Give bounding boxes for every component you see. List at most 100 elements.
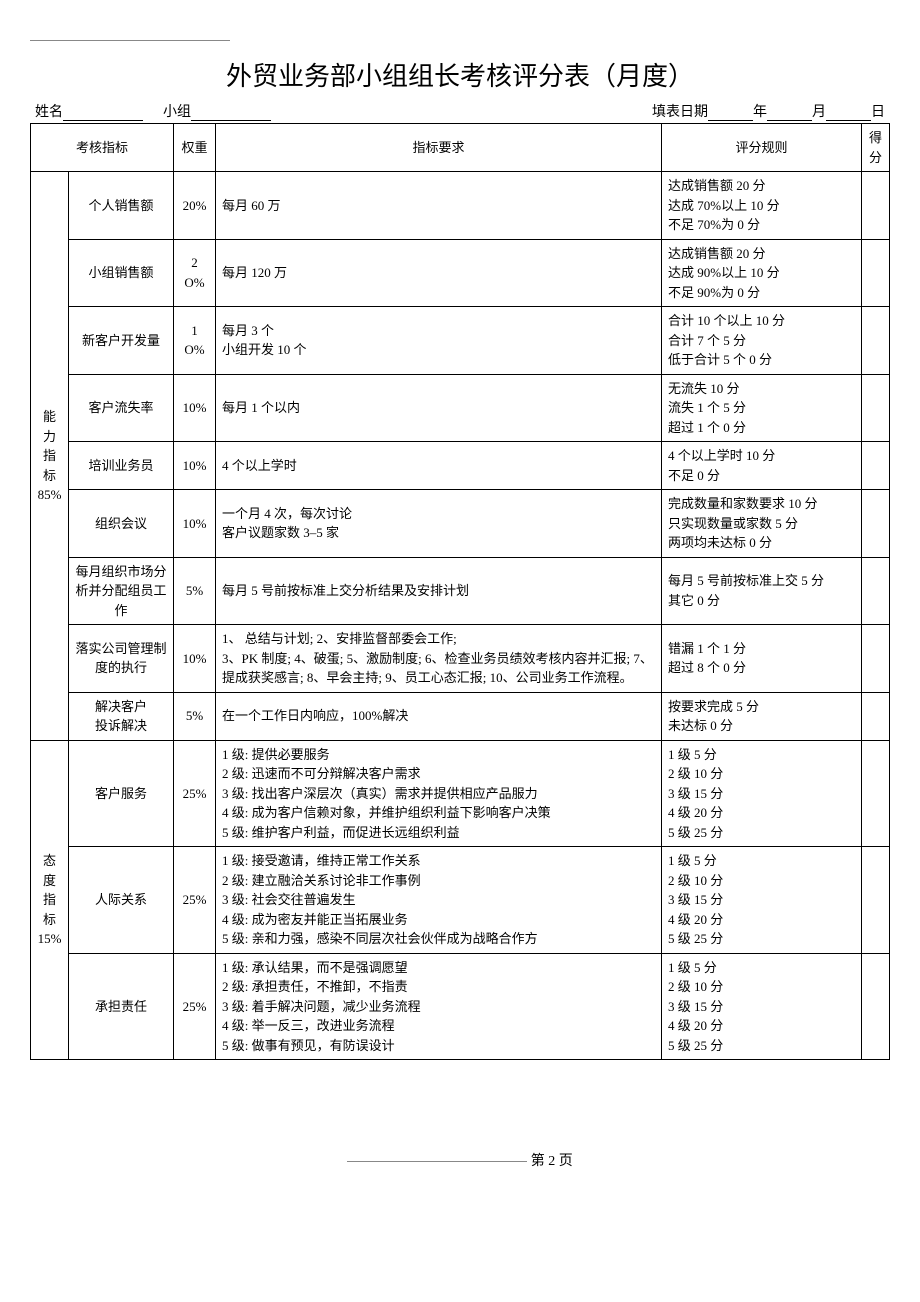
indicator-cell: 组织会议 [69,490,174,558]
requirement-cell: 1 级: 承认结果，而不是强调愿望2 级: 承担责任，不推卸，不指责3 级: 着… [216,953,662,1060]
requirement-cell: 1 级: 提供必要服务2 级: 迅速而不可分辩解决客户需求3 级: 找出客户深层… [216,740,662,847]
weight-cell: 25% [174,953,216,1060]
day-label: 日 [871,101,885,121]
rule-cell: 按要求完成 5 分未达标 0 分 [662,692,862,740]
weight-cell: 10% [174,490,216,558]
indicator-cell: 客户服务 [69,740,174,847]
rule-cell: 1 级 5 分2 级 10 分3 级 15 分4 级 20 分5 级 25 分 [662,740,862,847]
col-indicator: 考核指标 [31,124,174,172]
page-title: 外贸业务部小组组长考核评分表（月度） [30,56,890,93]
weight-cell: 5% [174,557,216,625]
name-label: 姓名 [35,101,63,121]
table-row: 每月组织市场分析并分配组员工作5%每月 5 号前按标准上交分析结果及安排计划每月… [31,557,890,625]
rule-cell: 达成销售额 20 分达成 70%以上 10 分不足 70%为 0 分 [662,172,862,240]
requirement-cell: 一个月 4 次，每次讨论客户议题家数 3–5 家 [216,490,662,558]
weight-cell: 1 O% [174,307,216,375]
day-field[interactable] [826,102,871,121]
col-requirement: 指标要求 [216,124,662,172]
category-cell: 能力指标85% [31,172,69,741]
table-row: 解决客户投诉解决5%在一个工作日内响应，100%解决按要求完成 5 分未达标 0… [31,692,890,740]
weight-cell: 10% [174,374,216,442]
rule-cell: 1 级 5 分2 级 10 分3 级 15 分4 级 20 分5 级 25 分 [662,847,862,954]
table-row: 态度指标15%客户服务25%1 级: 提供必要服务2 级: 迅速而不可分辩解决客… [31,740,890,847]
rule-cell: 无流失 10 分流失 1 个 5 分超过 1 个 0 分 [662,374,862,442]
requirement-cell: 1、 总结与计划; 2、安排监督部委会工作;3、PK 制度; 4、破蛋; 5、激… [216,625,662,693]
decorative-line-bottom [347,1161,527,1162]
indicator-cell: 客户流失率 [69,374,174,442]
indicator-cell: 每月组织市场分析并分配组员工作 [69,557,174,625]
rule-cell: 达成销售额 20 分达成 90%以上 10 分不足 90%为 0 分 [662,239,862,307]
requirement-cell: 每月 1 个以内 [216,374,662,442]
year-label: 年 [753,101,767,121]
rule-cell: 每月 5 号前按标准上交 5 分其它 0 分 [662,557,862,625]
table-row: 新客户开发量1 O%每月 3 个小组开发 10 个合计 10 个以上 10 分合… [31,307,890,375]
col-weight: 权重 [174,124,216,172]
group-field[interactable] [191,102,271,121]
score-cell[interactable] [862,172,890,240]
rule-cell: 合计 10 个以上 10 分合计 7 个 5 分低于合计 5 个 0 分 [662,307,862,375]
rule-cell: 错漏 1 个 1 分超过 8 个 0 分 [662,625,862,693]
year-field[interactable] [708,102,753,121]
table-row: 培训业务员10%4 个以上学时4 个以上学时 10 分不足 0 分 [31,442,890,490]
score-cell[interactable] [862,239,890,307]
score-cell[interactable] [862,847,890,954]
decorative-line-top [30,40,230,41]
indicator-cell: 解决客户投诉解决 [69,692,174,740]
requirement-cell: 每月 5 号前按标准上交分析结果及安排计划 [216,557,662,625]
score-cell[interactable] [862,692,890,740]
form-header: 姓名 小组 填表日期 年 月 日 [30,101,890,121]
rule-cell: 4 个以上学时 10 分不足 0 分 [662,442,862,490]
weight-cell: 25% [174,847,216,954]
month-field[interactable] [767,102,812,121]
date-label: 填表日期 [652,101,708,121]
weight-cell: 20% [174,172,216,240]
indicator-cell: 培训业务员 [69,442,174,490]
requirement-cell: 每月 3 个小组开发 10 个 [216,307,662,375]
score-cell[interactable] [862,740,890,847]
indicator-cell: 承担责任 [69,953,174,1060]
score-cell[interactable] [862,442,890,490]
group-label: 小组 [163,101,191,121]
score-cell[interactable] [862,307,890,375]
table-row: 能力指标85%个人销售额20%每月 60 万达成销售额 20 分达成 70%以上… [31,172,890,240]
weight-cell: 2 O% [174,239,216,307]
table-row: 落实公司管理制度的执行10%1、 总结与计划; 2、安排监督部委会工作;3、PK… [31,625,890,693]
requirement-cell: 1 级: 接受邀请，维持正常工作关系2 级: 建立融洽关系讨论非工作事例3 级:… [216,847,662,954]
table-row: 客户流失率10%每月 1 个以内无流失 10 分流失 1 个 5 分超过 1 个… [31,374,890,442]
rule-cell: 1 级 5 分2 级 10 分3 级 15 分4 级 20 分5 级 25 分 [662,953,862,1060]
assessment-table: 考核指标 权重 指标要求 评分规则 得分 能力指标85%个人销售额20%每月 6… [30,123,890,1060]
table-row: 小组销售额2 O%每月 120 万达成销售额 20 分达成 90%以上 10 分… [31,239,890,307]
requirement-cell: 4 个以上学时 [216,442,662,490]
page-suffix: 页 [559,1154,573,1169]
indicator-cell: 人际关系 [69,847,174,954]
requirement-cell: 每月 60 万 [216,172,662,240]
requirement-cell: 在一个工作日内响应，100%解决 [216,692,662,740]
weight-cell: 10% [174,442,216,490]
table-row: 组织会议10%一个月 4 次，每次讨论客户议题家数 3–5 家完成数量和家数要求… [31,490,890,558]
col-rule: 评分规则 [662,124,862,172]
month-label: 月 [812,101,826,121]
page-prefix: 第 [531,1154,545,1169]
category-cell: 态度指标15% [31,740,69,1060]
weight-cell: 5% [174,692,216,740]
table-header-row: 考核指标 权重 指标要求 评分规则 得分 [31,124,890,172]
col-score: 得分 [862,124,890,172]
score-cell[interactable] [862,490,890,558]
page-number: 2 [548,1154,555,1169]
weight-cell: 10% [174,625,216,693]
name-field[interactable] [63,102,143,121]
table-row: 人际关系25%1 级: 接受邀请，维持正常工作关系2 级: 建立融洽关系讨论非工… [31,847,890,954]
weight-cell: 25% [174,740,216,847]
score-cell[interactable] [862,953,890,1060]
indicator-cell: 个人销售额 [69,172,174,240]
score-cell[interactable] [862,557,890,625]
indicator-cell: 新客户开发量 [69,307,174,375]
indicator-cell: 小组销售额 [69,239,174,307]
page-footer: 第 2 页 [30,1150,890,1170]
indicator-cell: 落实公司管理制度的执行 [69,625,174,693]
table-row: 承担责任25%1 级: 承认结果，而不是强调愿望2 级: 承担责任，不推卸，不指… [31,953,890,1060]
score-cell[interactable] [862,374,890,442]
score-cell[interactable] [862,625,890,693]
rule-cell: 完成数量和家数要求 10 分只实现数量或家数 5 分两项均未达标 0 分 [662,490,862,558]
requirement-cell: 每月 120 万 [216,239,662,307]
